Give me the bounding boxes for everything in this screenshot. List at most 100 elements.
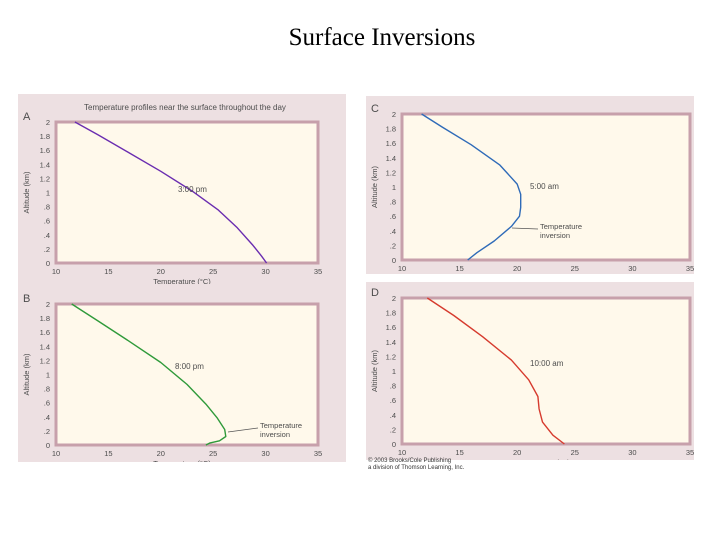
chart-panel-d: D 0 .2 .4 .6 .8 1 1.2 1.4 1.6 1.8 2 10 15 20 25 30 35 Temp… (366, 282, 694, 460)
y-tick-label: 2 (46, 300, 50, 309)
inversion-annotation: Temperature inversion (260, 421, 302, 439)
y-tick-label: 1.2 (40, 356, 50, 365)
panel-letter: D (371, 287, 379, 299)
y-tick-label: 0 (46, 259, 50, 268)
inversion-annotation: Temperature inversion (540, 222, 582, 240)
profile-line-d (426, 297, 565, 445)
y-tick-label: 1.6 (40, 146, 50, 155)
chart-panel-a: A Temperature profiles near the surface t… (18, 94, 346, 284)
time-label: 10:00 am (530, 359, 564, 368)
y-tick-label: 1.6 (40, 328, 50, 337)
y-tick-label: 1 (46, 371, 50, 380)
y-tick-label: .6 (44, 217, 50, 226)
y-tick-label: 1.4 (40, 342, 50, 351)
y-tick-label: 1.4 (40, 160, 50, 169)
x-tick-label: 35 (686, 264, 694, 273)
y-tick-label: 1 (392, 367, 396, 376)
x-tick-label: 20 (157, 267, 165, 276)
y-tick-label: .2 (44, 245, 50, 254)
x-axis-label: Temperature (°C) (153, 459, 211, 462)
y-tick-label: 1.8 (40, 314, 50, 323)
y-tick-label: 1.6 (386, 139, 396, 148)
x-tick-label: 10 (52, 449, 60, 458)
y-tick-label: .8 (390, 382, 396, 391)
y-tick-label: .4 (44, 413, 50, 422)
credit-line-2: a division of Thomson Learning, Inc. (368, 465, 465, 471)
x-tick-label: 10 (398, 448, 406, 457)
y-tick-label: 1.2 (386, 168, 396, 177)
chart-panel-c: C 0 .2 .4 .6 .8 1 1.2 1.4 1.6 1.8 2 10 15 20 25 30 35 Temp… (366, 96, 694, 274)
y-tick-label: 1 (46, 189, 50, 198)
y-tick-label: 1.8 (40, 132, 50, 141)
plot-area (400, 296, 692, 446)
y-tick-label: .8 (44, 385, 50, 394)
y-tick-label: 2 (392, 110, 396, 119)
time-label: 3:00 pm (178, 185, 207, 194)
x-tick-label: 15 (455, 448, 463, 457)
x-tick-label: 15 (104, 267, 112, 276)
y-tick-label: .6 (390, 396, 396, 405)
credit-line-1: © 2003 Brooks/Cole Publishing (368, 458, 452, 464)
x-tick-label: 30 (261, 267, 269, 276)
annotation-pointer (227, 427, 259, 433)
x-axis-label: Temperature (°C) (153, 277, 211, 284)
x-tick-label: 25 (209, 267, 217, 276)
x-tick-label: 35 (686, 448, 694, 457)
y-axis-label: Altitude (km) (370, 349, 379, 392)
x-tick-label: 25 (209, 449, 217, 458)
y-axis-label: Altitude (km) (22, 171, 31, 214)
x-tick-label: 35 (314, 449, 322, 458)
annotation-pointer (511, 227, 539, 230)
chart-svg-a: A Temperature profiles near the surface t… (18, 94, 346, 284)
x-tick-label: 20 (513, 448, 521, 457)
chart-panel-b: B 0 .2 .4 .6 .8 1 1.2 1.4 1.6 1.8 2 10 15 20 25 30 35 Temp… (18, 284, 346, 462)
x-tick-label: 25 (571, 448, 579, 457)
y-axis-label: Altitude (km) (370, 165, 379, 208)
time-label: 8:00 pm (175, 362, 204, 371)
x-tick-label: 10 (52, 267, 60, 276)
y-tick-label: .8 (390, 198, 396, 207)
y-tick-label: .4 (390, 227, 396, 236)
time-label: 5:00 am (530, 182, 559, 191)
panel-letter: A (23, 111, 31, 123)
credit-block: © 2003 Brooks/Cole Publishing a division… (368, 458, 464, 472)
x-tick-label: 30 (628, 448, 636, 457)
y-tick-label: 0 (392, 256, 396, 265)
y-tick-label: .2 (390, 241, 396, 250)
y-tick-label: 2 (392, 294, 396, 303)
x-tick-label: 20 (513, 264, 521, 273)
plot-area (54, 302, 320, 447)
y-tick-label: 1.6 (386, 323, 396, 332)
x-tick-label: 10 (398, 264, 406, 273)
x-tick-label: 35 (314, 267, 322, 276)
y-tick-label: 1.8 (386, 125, 396, 134)
profile-line-a (74, 121, 268, 264)
chart-svg-c: C 0 .2 .4 .6 .8 1 1.2 1.4 1.6 1.8 2 10 15 20 25 30 35 Temp… (366, 96, 694, 274)
y-tick-label: 1.2 (386, 352, 396, 361)
plot-area (54, 120, 320, 265)
panel-letter: B (23, 293, 30, 305)
y-tick-label: 1.2 (40, 174, 50, 183)
y-tick-label: 1 (392, 183, 396, 192)
y-tick-label: 1.4 (386, 154, 396, 163)
y-tick-label: .4 (390, 411, 396, 420)
y-tick-label: 1.8 (386, 309, 396, 318)
x-tick-label: 15 (455, 264, 463, 273)
y-tick-label: .2 (390, 425, 396, 434)
figure-header: Temperature profiles near the surface th… (84, 103, 286, 112)
y-tick-label: 0 (392, 440, 396, 449)
y-tick-label: .6 (390, 212, 396, 221)
profile-line-b (71, 303, 227, 446)
y-tick-label: .6 (44, 399, 50, 408)
chart-svg-b: B 0 .2 .4 .6 .8 1 1.2 1.4 1.6 1.8 2 10 15 20 25 30 35 Temp… (18, 284, 346, 462)
chart-svg-d: D 0 .2 .4 .6 .8 1 1.2 1.4 1.6 1.8 2 10 15 20 25 30 35 Temp… (366, 282, 694, 460)
x-axis-label: Temperature (°C) (512, 458, 570, 460)
y-axis-label: Altitude (km) (22, 353, 31, 396)
slide-title: Surface Inversions (288, 24, 476, 51)
x-tick-label: 30 (628, 264, 636, 273)
x-tick-label: 30 (261, 449, 269, 458)
y-tick-label: 0 (46, 441, 50, 450)
x-tick-label: 15 (104, 449, 112, 458)
plot-area (400, 112, 692, 262)
y-tick-label: 2 (46, 118, 50, 127)
